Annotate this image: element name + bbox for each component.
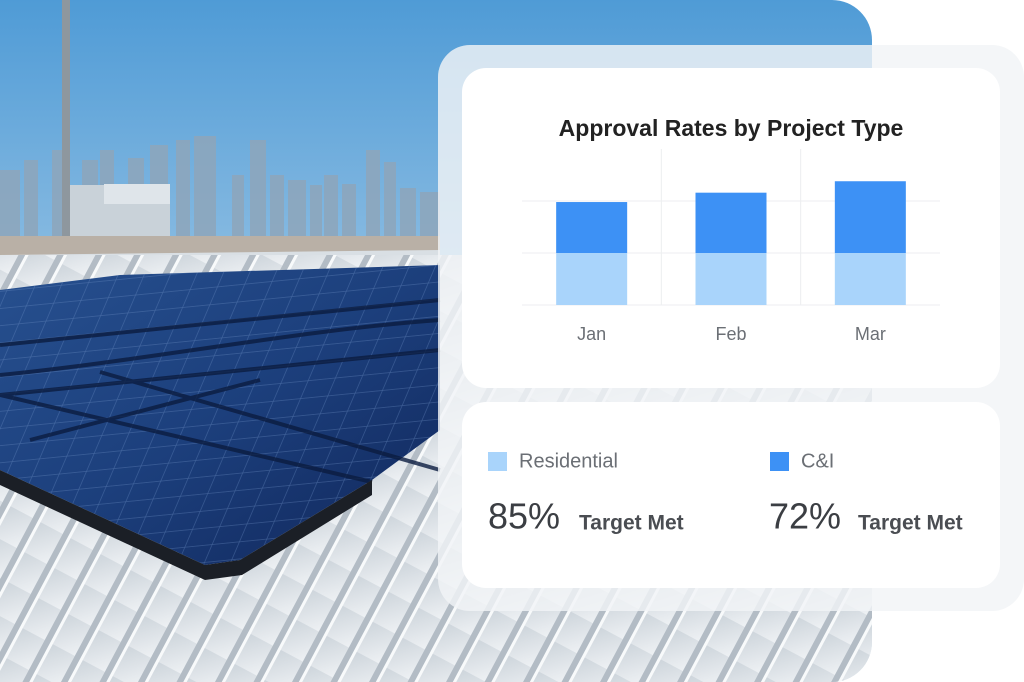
bar-segment bbox=[556, 202, 628, 253]
stat-label: Target Met bbox=[579, 512, 684, 535]
bar-segment bbox=[695, 253, 767, 305]
legend-swatch bbox=[488, 452, 507, 471]
bar-segment bbox=[556, 253, 628, 305]
bar-segment bbox=[834, 253, 906, 305]
plot-area: Jan Feb Mar bbox=[522, 149, 940, 344]
x-tick-label: Jan bbox=[577, 324, 606, 344]
legend-label: C&I bbox=[801, 450, 834, 472]
legend-swatch bbox=[770, 452, 789, 471]
stat-label: Target Met bbox=[858, 512, 963, 535]
bar-segment bbox=[695, 192, 767, 253]
stat-value: 72% bbox=[769, 496, 841, 537]
x-tick-label: Feb bbox=[715, 324, 746, 344]
stat-value: 85% bbox=[488, 496, 560, 537]
chart-title: Approval Rates by Project Type bbox=[559, 115, 904, 141]
stats-card bbox=[462, 402, 1000, 588]
x-tick-label: Mar bbox=[855, 324, 886, 344]
bar-segment bbox=[834, 181, 906, 253]
legend-label: Residential bbox=[519, 450, 618, 472]
